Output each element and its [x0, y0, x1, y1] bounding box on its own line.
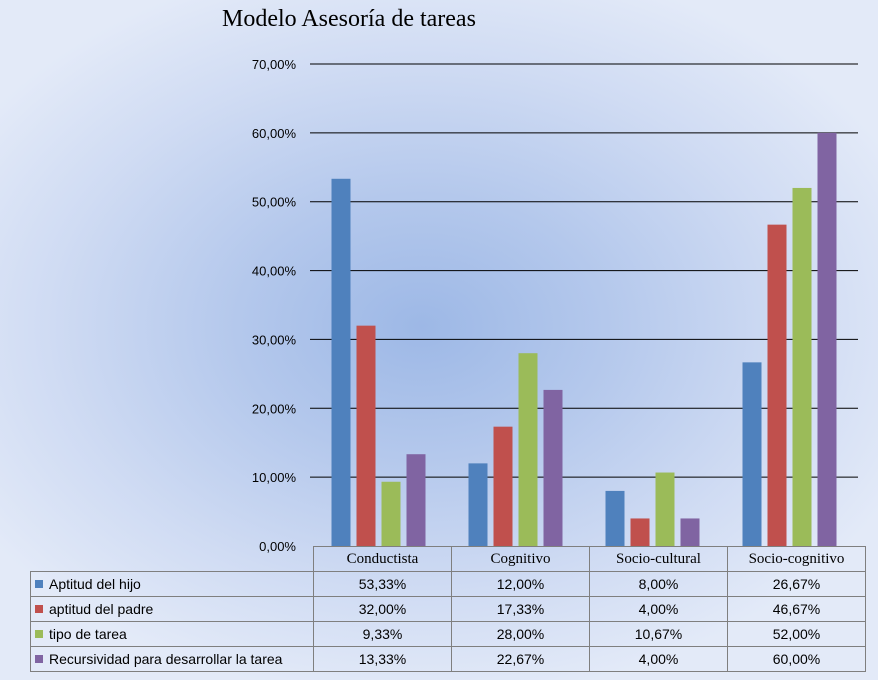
- data-label: 8,00%: [589, 571, 728, 597]
- y-tick-label: 20,00%: [252, 401, 297, 416]
- bar: [792, 187, 812, 546]
- legend-label: Aptitud del hijo: [49, 576, 141, 592]
- legend-swatch: [35, 605, 43, 614]
- table-row: tipo de tarea 9,33% 28,00% 10,67% 52,00%: [30, 621, 866, 647]
- legend-label: tipo de tarea: [49, 626, 127, 642]
- bar: [630, 518, 650, 546]
- table-row: aptitud del padre 32,00% 17,33% 4,00% 46…: [30, 596, 866, 622]
- bar: [767, 224, 787, 546]
- legend-swatch: [35, 655, 43, 664]
- data-table: Conductista Cognitivo Socio-cultural Soc…: [30, 546, 866, 672]
- y-tick-label: 30,00%: [252, 332, 297, 347]
- category-label: Socio-cultural: [589, 546, 728, 572]
- bar: [518, 353, 538, 546]
- data-label: 10,67%: [589, 621, 728, 647]
- data-label: 52,00%: [727, 621, 866, 647]
- legend-entry: tipo de tarea: [30, 621, 314, 647]
- bar: [817, 132, 837, 546]
- data-label: 46,67%: [727, 596, 866, 622]
- data-label: 4,00%: [589, 596, 728, 622]
- bar: [605, 490, 625, 546]
- chart-title: Modelo Asesoría de tareas: [222, 6, 476, 32]
- table-header-row: Conductista Cognitivo Socio-cultural Soc…: [30, 546, 866, 572]
- category-label: Cognitivo: [451, 546, 590, 572]
- data-label: 17,33%: [451, 596, 590, 622]
- data-label: 32,00%: [313, 596, 452, 622]
- category-label: Conductista: [313, 546, 452, 572]
- y-tick-label: 70,00%: [252, 57, 297, 72]
- data-label: 4,00%: [589, 646, 728, 672]
- table-corner: [30, 546, 314, 572]
- data-label: 28,00%: [451, 621, 590, 647]
- y-tick-label: 50,00%: [252, 195, 297, 210]
- data-label: 26,67%: [727, 571, 866, 597]
- y-tick-label: 10,00%: [252, 470, 297, 485]
- data-label: 9,33%: [313, 621, 452, 647]
- table-row: Aptitud del hijo 53,33% 12,00% 8,00% 26,…: [30, 571, 866, 597]
- bar: [655, 472, 675, 546]
- data-label: 22,67%: [451, 646, 590, 672]
- legend-label: aptitud del padre: [49, 601, 154, 617]
- legend-entry: Recursividad para desarrollar la tarea: [30, 646, 314, 672]
- category-label: Socio-cognitivo: [727, 546, 866, 572]
- bar: [493, 426, 513, 546]
- bar: [381, 481, 401, 546]
- y-tick-label: 60,00%: [252, 126, 297, 141]
- bar: [468, 463, 488, 546]
- data-label: 13,33%: [313, 646, 452, 672]
- legend-swatch: [35, 630, 43, 639]
- bar: [680, 518, 700, 546]
- table-row: Recursividad para desarrollar la tarea 1…: [30, 646, 866, 672]
- data-label: 12,00%: [451, 571, 590, 597]
- bar: [742, 362, 762, 546]
- legend-entry: aptitud del padre: [30, 596, 314, 622]
- legend-swatch: [35, 580, 43, 589]
- legend-entry: Aptitud del hijo: [30, 571, 314, 597]
- bar: [543, 389, 563, 546]
- bar: [356, 325, 376, 546]
- data-label: 53,33%: [313, 571, 452, 597]
- bar: [406, 454, 426, 546]
- data-label: 60,00%: [727, 646, 866, 672]
- y-tick-label: 40,00%: [252, 264, 297, 279]
- bar: [331, 178, 351, 546]
- legend-label: Recursividad para desarrollar la tarea: [49, 651, 283, 667]
